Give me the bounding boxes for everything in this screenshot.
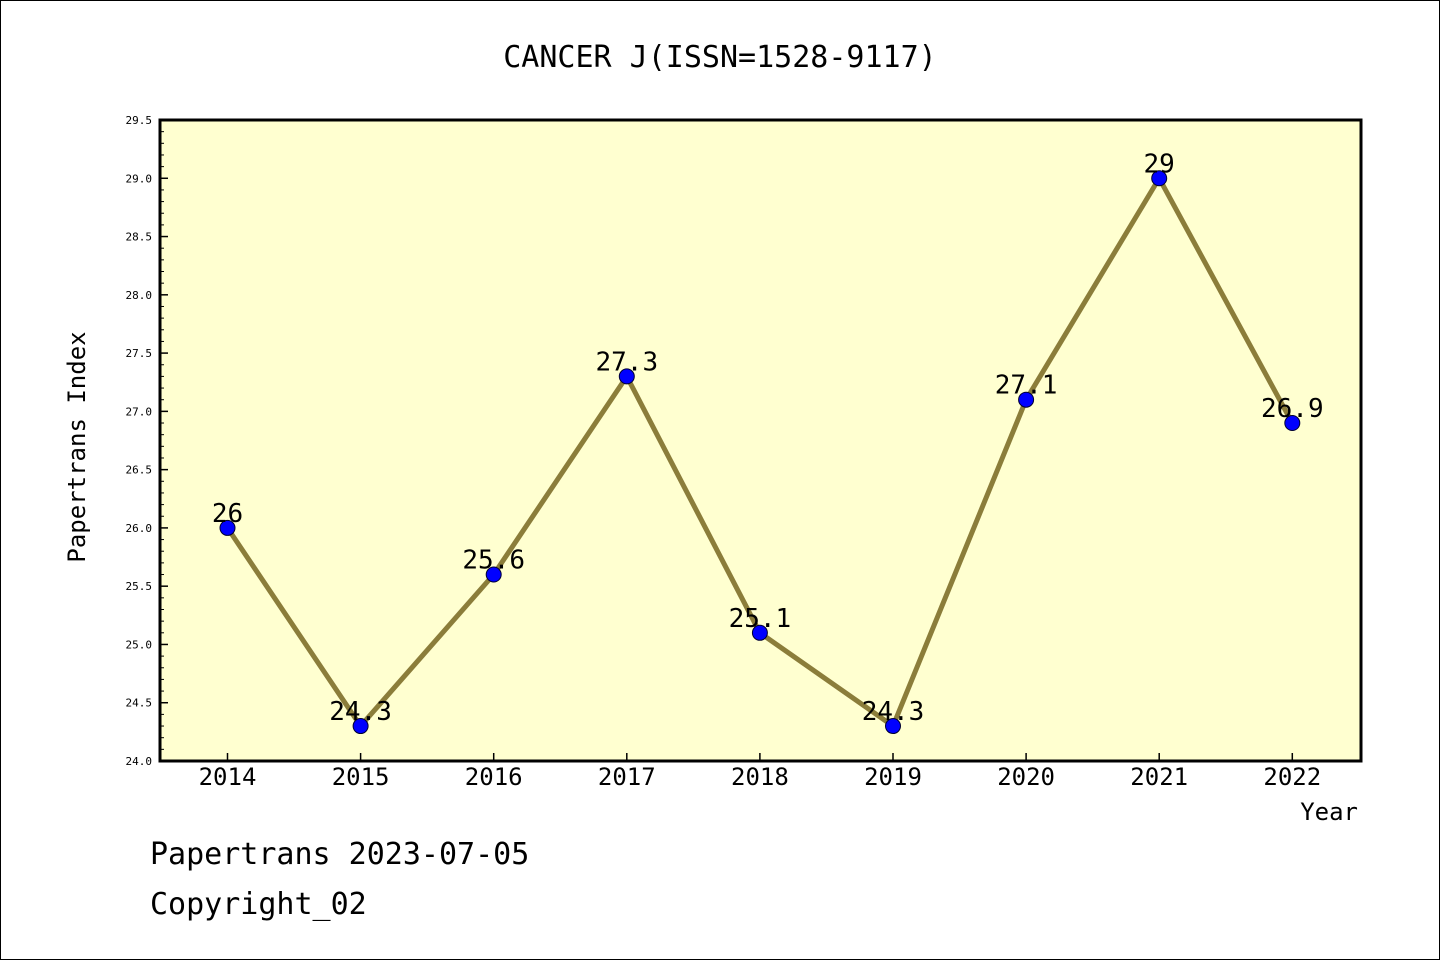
data-label: 25.1 xyxy=(729,604,792,634)
y-tick-label: 28.0 xyxy=(126,289,153,302)
x-tick-label: 2018 xyxy=(731,763,789,791)
data-point xyxy=(1151,170,1168,187)
x-axis: 2014 2015 2016 2017 2018 2019 2020 2021 2022 xyxy=(199,753,1321,791)
data-label: 26 xyxy=(212,499,243,529)
data-label: 24.3 xyxy=(329,697,392,727)
y-axis: 24.0 24.5 25.0 25.5 26.0 26.5 27.0 27.5 28.0 28.5… xyxy=(126,114,168,768)
y-tick-label: 26.5 xyxy=(126,464,153,477)
chart-title: CANCER J(ISSN=1528-9117) xyxy=(503,40,936,75)
footer-copyright: Copyright_02 xyxy=(150,887,367,922)
data-point xyxy=(1284,415,1301,432)
data-label: 25.6 xyxy=(462,546,525,576)
data-label: 29 xyxy=(1144,149,1175,179)
y-tick-label: 28.5 xyxy=(126,231,153,244)
data-point xyxy=(1018,391,1035,408)
y-tick-label: 24.5 xyxy=(126,697,153,710)
data-label: 27.3 xyxy=(595,347,658,377)
y-tick-label: 25.0 xyxy=(126,638,153,651)
data-labels-group: 26 24.3 25.6 27.3 25.1 24.3 27.1 29 26.9 xyxy=(212,149,1324,727)
x-tick-label: 2022 xyxy=(1263,763,1321,791)
data-point xyxy=(618,368,635,385)
plot-area xyxy=(158,118,1363,763)
data-point xyxy=(352,718,369,735)
x-tick-label: 2015 xyxy=(332,763,390,791)
y-tick-label: 27.5 xyxy=(126,347,153,360)
y-tick-label: 27.0 xyxy=(126,405,153,418)
data-label: 26.9 xyxy=(1261,394,1324,424)
y-tick-label: 25.5 xyxy=(126,580,153,593)
data-point xyxy=(219,519,236,536)
data-point xyxy=(885,718,901,735)
data-label: 24.3 xyxy=(862,697,925,727)
footer-date: Papertrans 2023-07-05 xyxy=(150,837,529,872)
x-tick-label: 2020 xyxy=(997,763,1055,791)
x-tick-label: 2017 xyxy=(598,763,656,791)
data-label: 27.1 xyxy=(995,371,1058,401)
x-tick-label: 2021 xyxy=(1130,763,1188,791)
y-tick-label: 26.0 xyxy=(126,522,153,535)
y-axis-label: Papertrans Index xyxy=(63,331,91,562)
markers-group xyxy=(219,170,1301,735)
data-point xyxy=(485,566,502,583)
x-axis-label: Year xyxy=(1300,798,1358,826)
x-tick-label: 2019 xyxy=(864,763,922,791)
data-point xyxy=(751,624,768,641)
y-tick-label: 29.5 xyxy=(126,114,153,127)
y-tick-label: 24.0 xyxy=(126,755,153,768)
y-tick-label: 29.0 xyxy=(126,172,153,185)
x-tick-label: 2016 xyxy=(465,763,523,791)
x-tick-label: 2014 xyxy=(199,763,257,791)
